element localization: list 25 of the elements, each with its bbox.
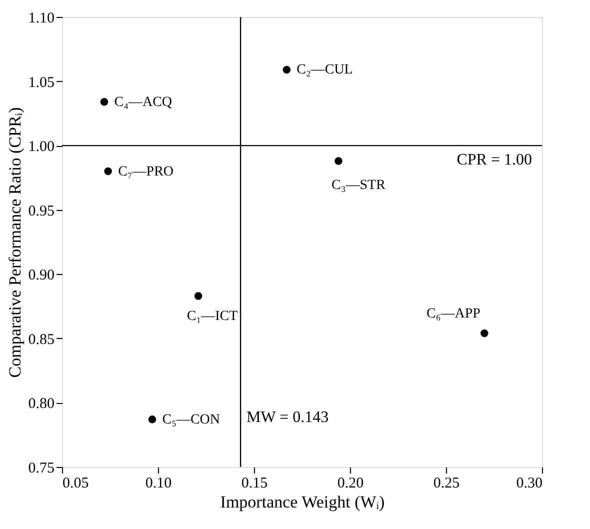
x-tick-label: 0.15 xyxy=(241,476,268,492)
y-tick-label: 0.80 xyxy=(28,396,54,412)
data-label: C₄—ACQ xyxy=(114,94,172,110)
y-tick-label: 1.10 xyxy=(28,10,54,26)
data-label: C₆—APP xyxy=(426,306,481,322)
data-label: C₇—PRO xyxy=(118,164,174,180)
ref-line-label: CPR = 1.00 xyxy=(456,152,532,169)
data-label: C₂—CUL xyxy=(296,62,353,78)
y-tick-label: 0.90 xyxy=(28,268,54,284)
x-tick-label: 0.05 xyxy=(62,476,89,492)
x-tick-label: 0.25 xyxy=(433,476,460,492)
ref-line-label: MW = 0.143 xyxy=(246,409,329,426)
y-tick-label: 0.75 xyxy=(28,460,54,476)
x-tick-label: 0.30 xyxy=(516,476,542,492)
y-axis-title: Comparative Performance Ratio (CPRᵢ) xyxy=(5,107,24,378)
data-label: C₅—CON xyxy=(162,412,220,428)
y-tick-label: 1.05 xyxy=(28,74,54,91)
data-label: C₃—STR xyxy=(332,178,386,193)
y-tick-label: 1.00 xyxy=(28,139,54,156)
data-label: C₁—ICT xyxy=(186,309,238,324)
y-tick-label: 0.95 xyxy=(28,203,54,220)
y-tick-label: 0.85 xyxy=(28,332,54,348)
x-axis-title: Importance Weight (Wᵢ) xyxy=(220,492,385,512)
x-tick-label: 0.20 xyxy=(337,476,364,492)
x-tick-label: 0.10 xyxy=(145,476,172,492)
